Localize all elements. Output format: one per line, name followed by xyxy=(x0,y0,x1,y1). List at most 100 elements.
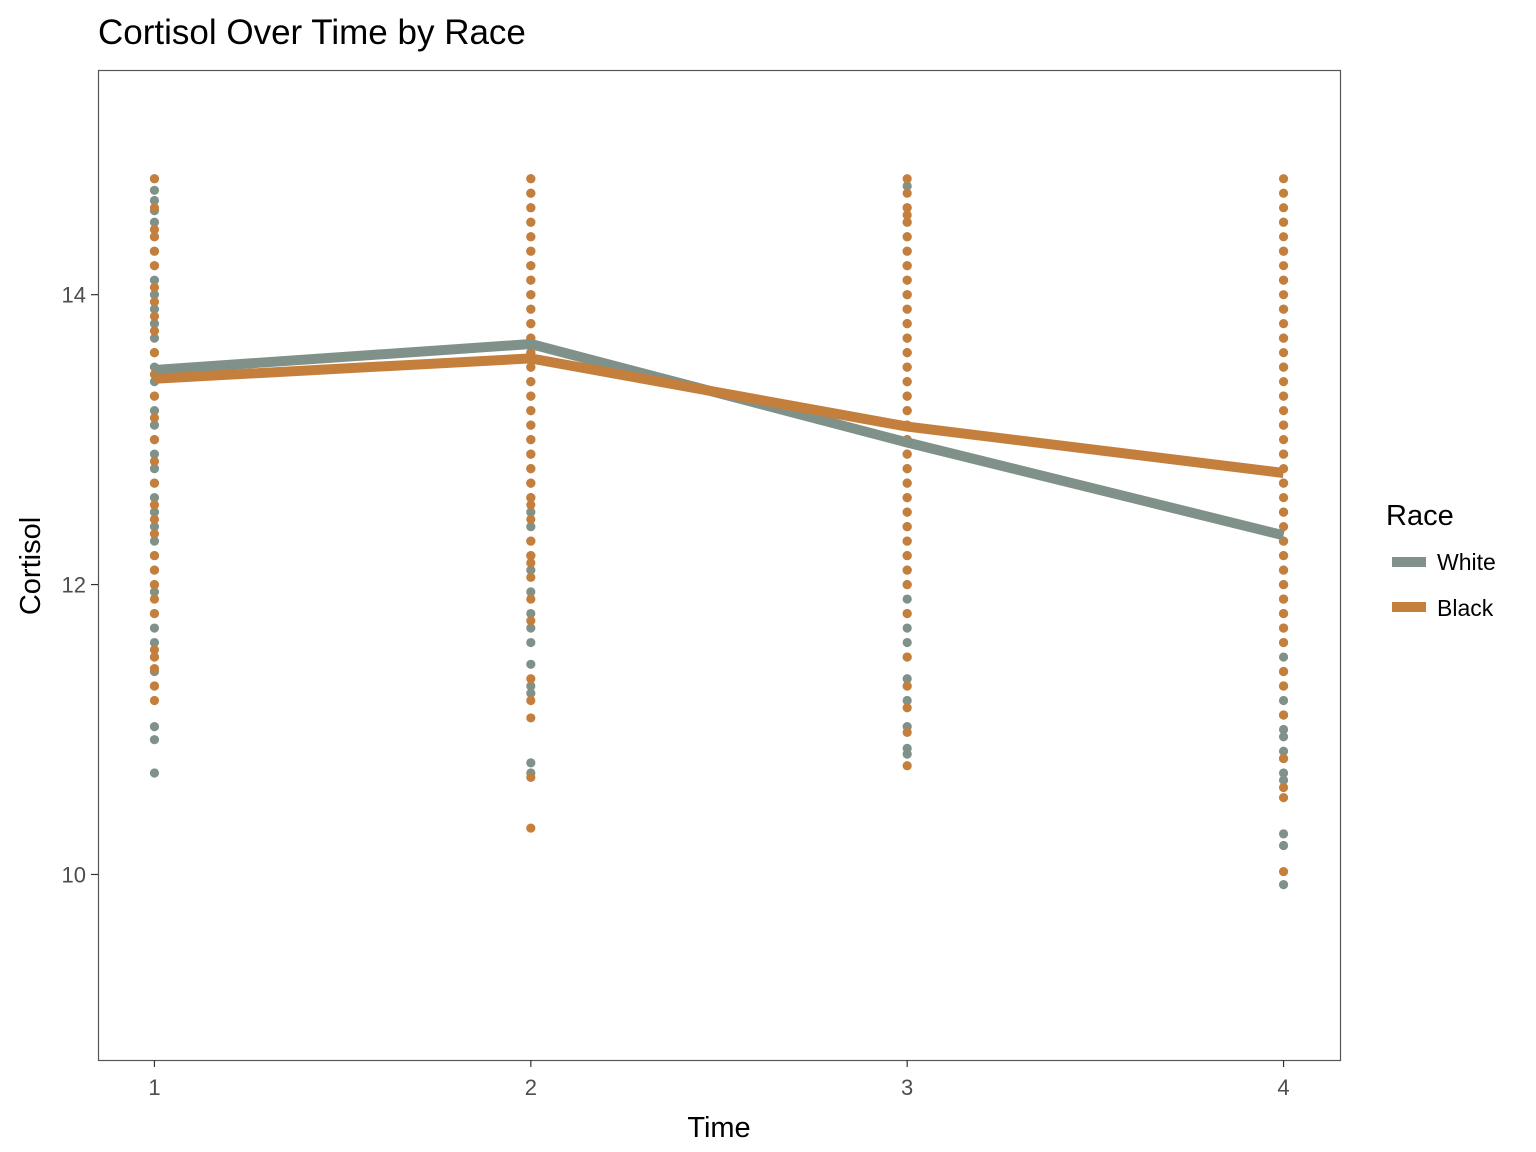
data-point-black xyxy=(902,246,912,256)
data-point-black xyxy=(902,362,912,372)
data-point-black xyxy=(1278,623,1289,633)
data-point-black xyxy=(149,174,160,184)
data-point-white xyxy=(902,749,912,759)
data-point-white xyxy=(149,333,160,343)
data-point-white xyxy=(149,420,160,430)
data-point-black xyxy=(149,608,160,619)
data-point-black xyxy=(526,188,536,198)
data-point-white xyxy=(149,507,160,517)
data-point-white xyxy=(526,521,536,532)
legend-title: Race xyxy=(1386,500,1454,532)
data-point-black xyxy=(526,464,536,474)
data-point-black xyxy=(526,594,536,604)
data-point-white xyxy=(526,637,536,648)
data-point-black xyxy=(902,652,912,662)
data-point-white xyxy=(149,304,160,314)
data-point-white xyxy=(1278,746,1289,756)
data-point-white xyxy=(526,608,536,619)
data-point-black xyxy=(526,246,536,256)
data-point-black xyxy=(526,823,536,833)
data-point-black xyxy=(1278,507,1289,517)
data-point-black xyxy=(149,391,160,401)
legend-item-black: Black xyxy=(1392,595,1494,621)
data-point-black xyxy=(149,224,160,235)
data-point-black xyxy=(1278,435,1289,445)
data-point-white xyxy=(149,623,160,633)
data-point-white xyxy=(149,722,160,732)
data-point-black xyxy=(149,681,160,691)
data-point-black xyxy=(902,290,912,300)
data-point-black xyxy=(526,290,536,300)
data-point-white xyxy=(149,406,160,416)
data-point-black xyxy=(1278,866,1289,877)
data-point-black xyxy=(526,362,536,372)
y-axis-title: Cortisol xyxy=(15,517,47,615)
x-tick-label: 2 xyxy=(525,1075,537,1100)
data-point-white xyxy=(902,695,912,706)
data-point-black xyxy=(149,326,160,336)
data-point-black xyxy=(902,464,912,474)
data-point-black xyxy=(1278,710,1289,720)
data-point-black xyxy=(902,174,912,184)
data-point-black xyxy=(149,246,160,256)
data-point-black xyxy=(149,565,160,575)
data-point-black xyxy=(902,579,912,590)
data-point-black xyxy=(902,319,912,329)
data-point-black xyxy=(902,304,912,314)
data-point-black xyxy=(1278,594,1289,604)
data-point-black xyxy=(149,529,160,539)
data-point-black xyxy=(1278,492,1289,503)
data-point-black xyxy=(149,456,160,466)
data-point-black xyxy=(902,377,912,387)
data-point-black xyxy=(149,695,160,706)
data-point-black xyxy=(526,304,536,314)
data-point-white xyxy=(1278,695,1289,706)
data-point-white xyxy=(902,674,912,684)
y-tick-label: 10 xyxy=(62,862,86,887)
legend-label-white: White xyxy=(1437,549,1496,575)
x-tick-label: 3 xyxy=(901,1075,913,1100)
data-point-black xyxy=(1278,449,1289,459)
data-point-black xyxy=(1278,333,1289,343)
data-point-black xyxy=(1278,666,1289,677)
data-point-black xyxy=(526,695,536,706)
data-point-black xyxy=(526,261,536,271)
legend-label-black: Black xyxy=(1437,595,1494,621)
data-point-black xyxy=(149,261,160,271)
data-point-black xyxy=(526,435,536,445)
data-point-black xyxy=(1278,261,1289,271)
data-point-black xyxy=(526,391,536,401)
data-point-black xyxy=(1278,246,1289,256)
data-point-white xyxy=(1278,880,1289,890)
data-point-black xyxy=(902,348,912,358)
data-point-black xyxy=(526,420,536,430)
data-point-black xyxy=(1278,377,1289,387)
data-point-black xyxy=(1278,290,1289,300)
data-point-black xyxy=(902,761,912,771)
data-point-white xyxy=(149,290,160,300)
data-point-black xyxy=(526,406,536,416)
data-point-white xyxy=(149,449,160,459)
data-point-black xyxy=(526,616,536,626)
data-point-black xyxy=(902,261,912,271)
data-point-white xyxy=(1278,840,1289,851)
data-point-black xyxy=(526,500,536,510)
data-point-white xyxy=(149,536,160,546)
data-point-black xyxy=(1278,681,1289,691)
data-point-black xyxy=(1278,565,1289,575)
data-point-black xyxy=(526,377,536,387)
y-tick-label: 12 xyxy=(62,573,86,598)
chart-title: Cortisol Over Time by Race xyxy=(98,13,526,52)
data-point-black xyxy=(149,594,160,604)
data-point-black xyxy=(526,536,536,546)
data-point-black xyxy=(526,772,536,782)
data-point-black xyxy=(1278,217,1289,227)
data-point-white xyxy=(1278,829,1289,839)
points-layer xyxy=(149,174,1289,890)
data-point-black xyxy=(902,391,912,401)
data-point-white xyxy=(149,735,160,745)
data-point-black xyxy=(902,681,912,691)
data-point-black xyxy=(526,713,536,723)
data-point-white xyxy=(902,623,912,633)
data-point-black xyxy=(902,333,912,343)
